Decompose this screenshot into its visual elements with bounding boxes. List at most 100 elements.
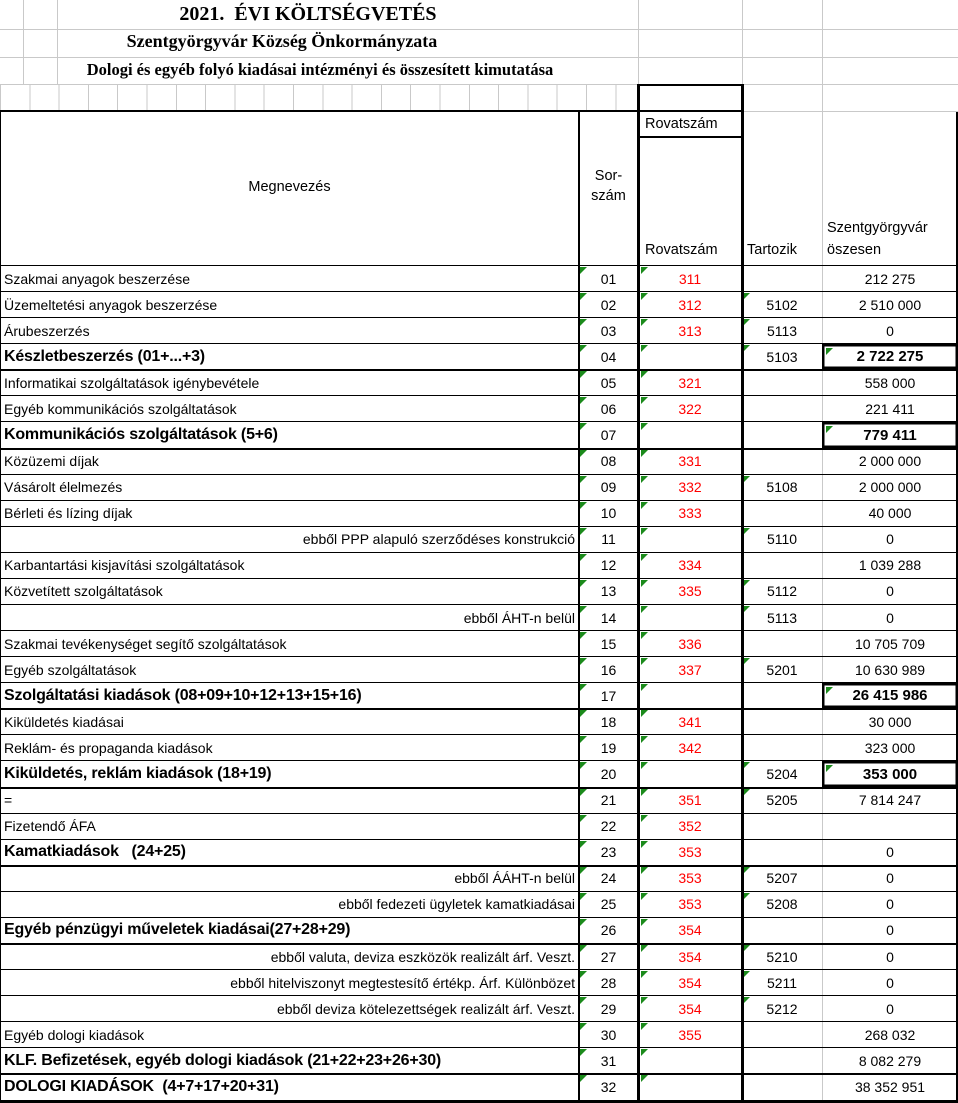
empty-header-box[interactable] (637, 84, 744, 112)
rovatszam-cell[interactable]: 333 (638, 501, 742, 526)
osszesen-cell[interactable]: 10 630 989 (822, 657, 958, 682)
header-sorszam[interactable]: Sor- szám (579, 166, 638, 206)
sorszam-cell[interactable]: 14 (579, 605, 638, 630)
rovatszam-cell[interactable]: 331 (638, 449, 742, 474)
rovatszam-cell[interactable]: 355 (638, 1022, 742, 1047)
sorszam-cell[interactable]: 30 (579, 1022, 638, 1047)
megnevezes-cell[interactable]: Üzemeltetési anyagok beszerzése (0, 292, 579, 317)
rovatszam-cell[interactable]: 321 (638, 370, 742, 395)
header-rovatszam-bottom[interactable]: Rovatszám (645, 242, 718, 258)
osszesen-cell[interactable]: 2 000 000 (822, 449, 958, 474)
megnevezes-cell[interactable]: Reklám- és propaganda kiadások (0, 735, 579, 760)
osszesen-cell[interactable]: 2 722 275 (822, 344, 958, 369)
osszesen-cell[interactable]: 0 (822, 605, 958, 630)
rovatszam-cell[interactable]: 354 (638, 996, 742, 1021)
rovatszam-cell[interactable]: 353 (638, 840, 742, 865)
rovatszam-cell[interactable] (638, 422, 742, 447)
tartozik-cell[interactable] (742, 370, 822, 395)
osszesen-cell[interactable]: 0 (822, 579, 958, 604)
rovatszam-cell[interactable] (638, 344, 742, 369)
sorszam-cell[interactable]: 20 (579, 761, 638, 786)
tartozik-cell[interactable] (742, 266, 822, 291)
tartozik-cell[interactable] (742, 918, 822, 943)
tartozik-cell[interactable] (742, 683, 822, 708)
tartozik-cell[interactable]: 5205 (742, 788, 822, 813)
sorszam-cell[interactable]: 15 (579, 631, 638, 656)
sorszam-cell[interactable]: 24 (579, 866, 638, 891)
tartozik-cell[interactable] (742, 814, 822, 839)
rovatszam-cell[interactable]: 354 (638, 944, 742, 969)
osszesen-cell[interactable]: 0 (822, 944, 958, 969)
tartozik-cell[interactable] (742, 1022, 822, 1047)
tartozik-cell[interactable]: 5201 (742, 657, 822, 682)
sorszam-cell[interactable]: 19 (579, 735, 638, 760)
osszesen-cell[interactable]: 353 000 (822, 761, 958, 786)
osszesen-cell[interactable]: 221 411 (822, 396, 958, 421)
sorszam-cell[interactable]: 11 (579, 527, 638, 552)
megnevezes-cell[interactable]: ebből valuta, deviza eszközök realizált … (0, 944, 579, 969)
osszesen-cell[interactable]: 0 (822, 970, 958, 995)
megnevezes-cell[interactable]: Szolgáltatási kiadások (08+09+10+12+13+1… (0, 683, 579, 708)
header-tartozik[interactable]: Tartozik (747, 242, 797, 258)
sorszam-cell[interactable]: 23 (579, 840, 638, 865)
osszesen-cell[interactable]: 558 000 (822, 370, 958, 395)
osszesen-cell[interactable]: 0 (822, 318, 958, 343)
sorszam-cell[interactable]: 07 (579, 422, 638, 447)
megnevezes-cell[interactable]: KLF. Befizetések, egyéb dologi kiadások … (0, 1048, 579, 1073)
header-osszesen[interactable]: Szentgyörgyvár öszesen (827, 218, 928, 261)
rovatszam-cell[interactable]: 342 (638, 735, 742, 760)
tartozik-cell[interactable]: 5102 (742, 292, 822, 317)
megnevezes-cell[interactable]: ebből fedezeti ügyletek kamatkiadásai (0, 892, 579, 917)
megnevezes-cell[interactable]: ebből deviza kötelezettségek realizált á… (0, 996, 579, 1021)
osszesen-cell[interactable]: 30 000 (822, 709, 958, 734)
osszesen-cell[interactable]: 2 510 000 (822, 292, 958, 317)
megnevezes-cell[interactable]: Árubeszerzés (0, 318, 579, 343)
megnevezes-cell[interactable]: Karbantartási kisjavítási szolgáltatások (0, 553, 579, 578)
megnevezes-cell[interactable]: Informatikai szolgáltatások igénybevétel… (0, 370, 579, 395)
sorszam-cell[interactable]: 26 (579, 918, 638, 943)
tartozik-cell[interactable] (742, 449, 822, 474)
rovatszam-cell[interactable]: 337 (638, 657, 742, 682)
sorszam-cell[interactable]: 32 (579, 1074, 638, 1099)
osszesen-cell[interactable]: 0 (822, 918, 958, 943)
osszesen-cell[interactable]: 40 000 (822, 501, 958, 526)
tartozik-cell[interactable]: 5113 (742, 318, 822, 343)
sorszam-cell[interactable]: 17 (579, 683, 638, 708)
sorszam-cell[interactable]: 01 (579, 266, 638, 291)
rovatszam-cell[interactable] (638, 605, 742, 630)
rovatszam-cell[interactable] (638, 683, 742, 708)
rovatszam-cell[interactable]: 313 (638, 318, 742, 343)
megnevezes-cell[interactable]: Bérleti és lízing díjak (0, 501, 579, 526)
osszesen-cell[interactable] (822, 814, 958, 839)
tartozik-cell[interactable]: 5207 (742, 866, 822, 891)
sorszam-cell[interactable]: 02 (579, 292, 638, 317)
title-year[interactable]: 2021. ÉVI KÖLTSÉGVETÉS (179, 3, 437, 25)
header-rovatszam-top[interactable]: Rovatszám (645, 116, 718, 132)
sorszam-cell[interactable]: 16 (579, 657, 638, 682)
tartozik-cell[interactable]: 5212 (742, 996, 822, 1021)
megnevezes-cell[interactable]: Egyéb kommunikációs szolgáltatások (0, 396, 579, 421)
rovatszam-cell[interactable]: 336 (638, 631, 742, 656)
megnevezes-cell[interactable]: ebből ÁÁHT-n belül (0, 866, 579, 891)
megnevezes-cell[interactable]: Kommunikációs szolgáltatások (5+6) (0, 422, 579, 447)
rovatszam-cell[interactable]: 352 (638, 814, 742, 839)
tartozik-cell[interactable] (742, 1074, 822, 1099)
rovatszam-cell[interactable]: 312 (638, 292, 742, 317)
title-subtitle[interactable]: Dologi és egyéb folyó kiadásai intézmény… (86, 60, 554, 79)
rovatszam-cell[interactable]: 353 (638, 892, 742, 917)
megnevezes-cell[interactable]: Szakmai tevékenységet segítő szolgáltatá… (0, 631, 579, 656)
osszesen-cell[interactable]: 0 (822, 892, 958, 917)
osszesen-cell[interactable]: 0 (822, 996, 958, 1021)
rovatszam-cell[interactable]: 335 (638, 579, 742, 604)
tartozik-cell[interactable] (742, 396, 822, 421)
rovatszam-cell[interactable] (638, 1074, 742, 1099)
megnevezes-cell[interactable]: Készletbeszerzés (01+...+3) (0, 344, 579, 369)
tartozik-cell[interactable] (742, 501, 822, 526)
rovatszam-cell[interactable]: 353 (638, 866, 742, 891)
sorszam-cell[interactable]: 06 (579, 396, 638, 421)
sorszam-cell[interactable]: 03 (579, 318, 638, 343)
osszesen-cell[interactable]: 779 411 (822, 422, 958, 447)
osszesen-cell[interactable]: 212 275 (822, 266, 958, 291)
megnevezes-cell[interactable]: Egyéb pénzügyi műveletek kiadásai(27+28+… (0, 918, 579, 943)
tartozik-cell[interactable] (742, 840, 822, 865)
